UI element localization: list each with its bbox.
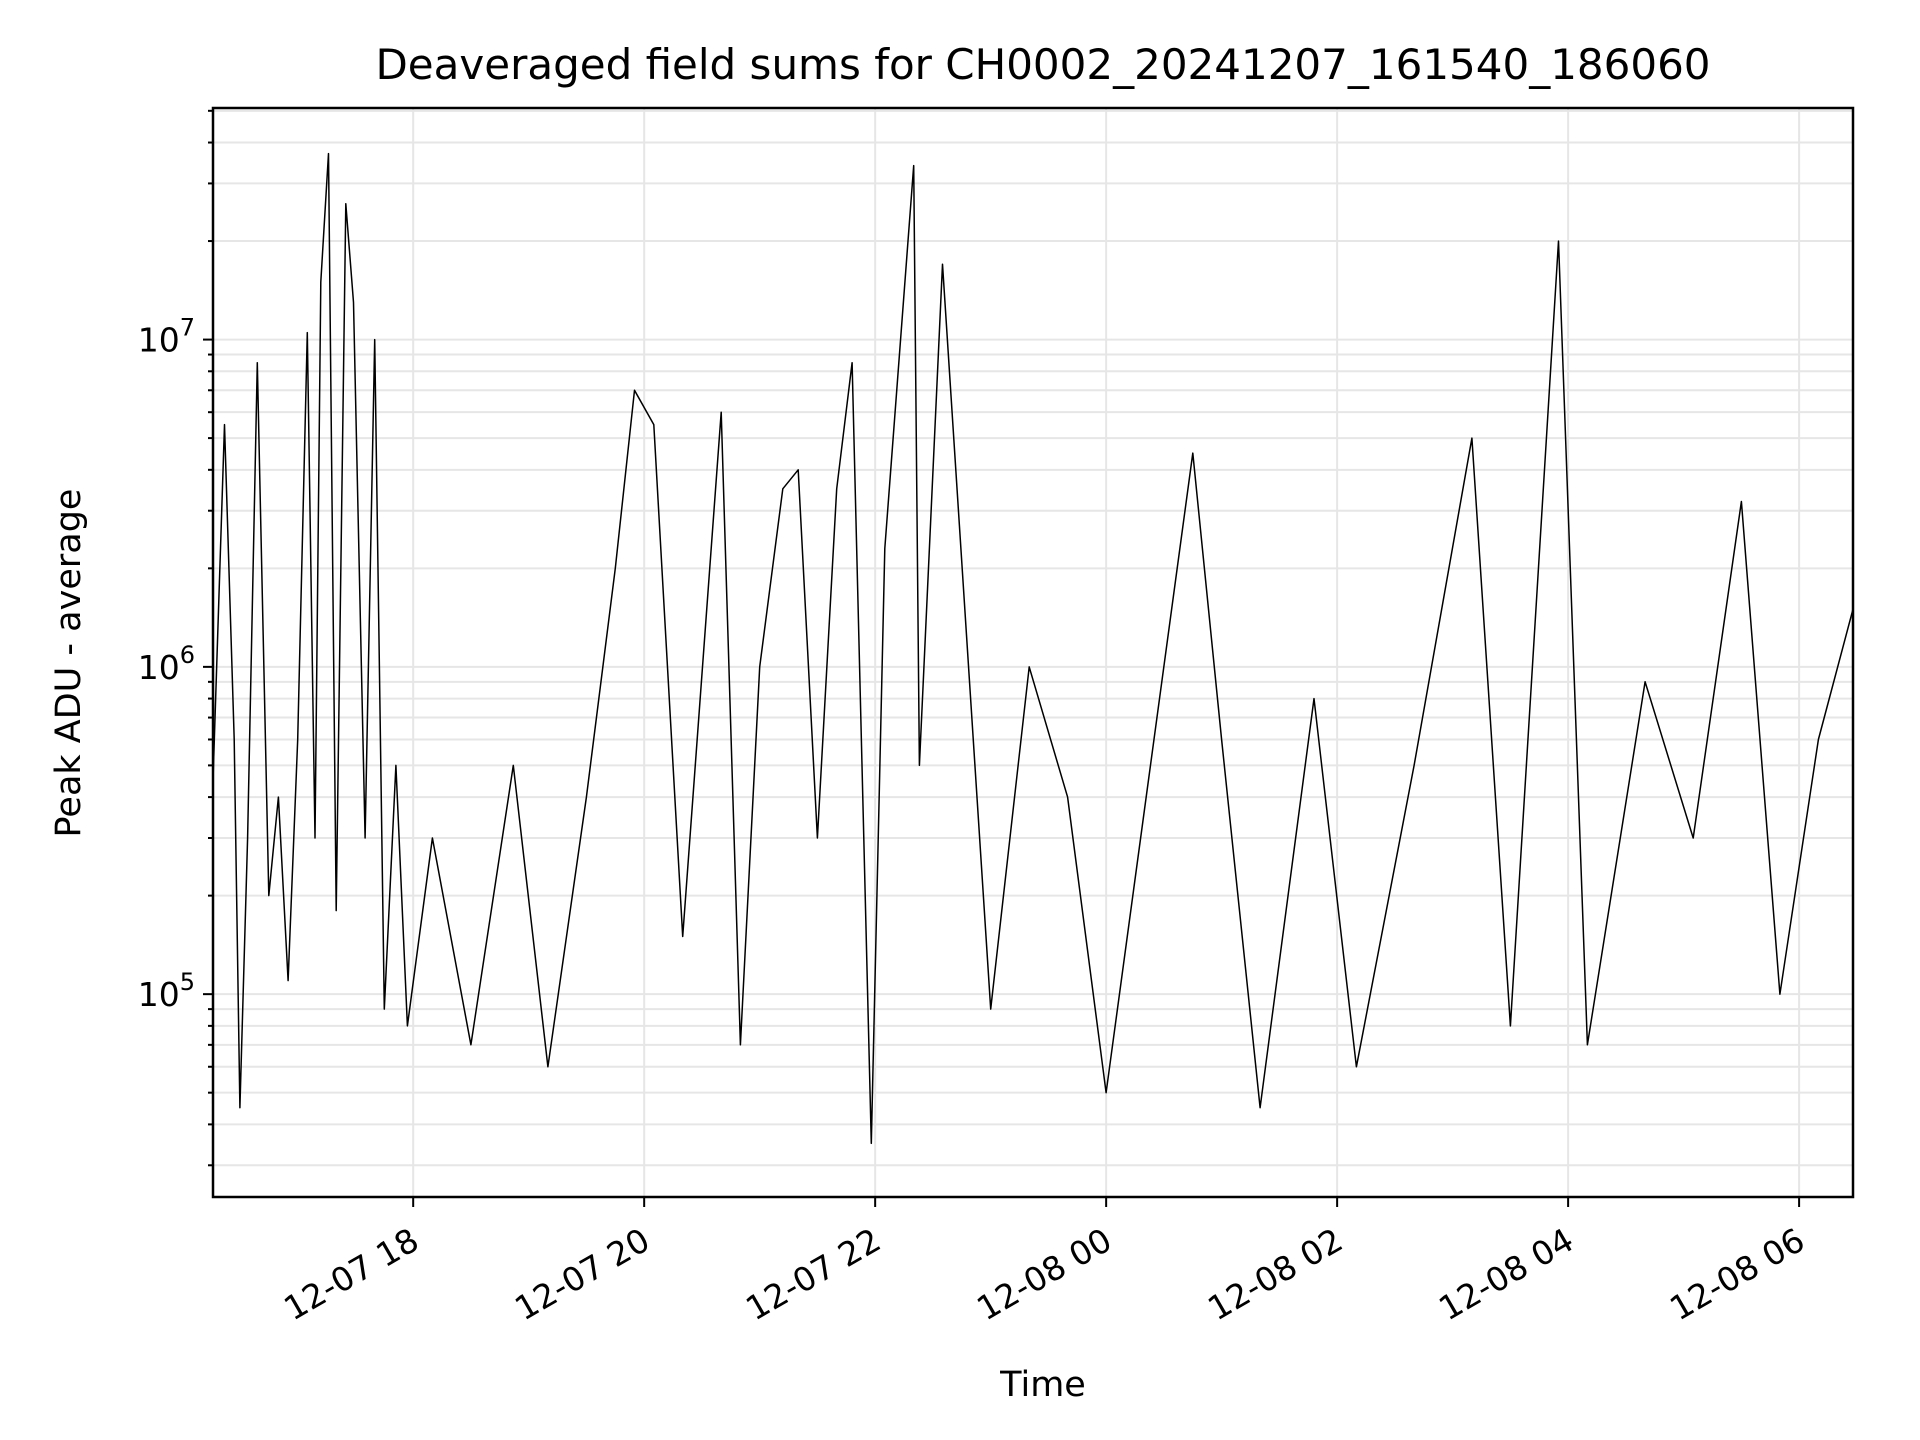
data-line [212, 152, 1854, 1145]
y-tick-label: 107 [138, 314, 195, 360]
y-tick-label: 105 [138, 968, 195, 1014]
plot-frame [211, 106, 1855, 1199]
series-line [212, 152, 1854, 1145]
x-axis-label: Time [999, 1365, 1086, 1405]
y-axis: 105 106 107 [138, 109, 213, 1167]
chart-title: Deaveraged field sums for CH0002_2024120… [375, 40, 1710, 89]
grid [213, 108, 1853, 1197]
y-axis-label: Peak ADU - average [49, 489, 89, 838]
y-tick-label: 106 [138, 641, 195, 687]
